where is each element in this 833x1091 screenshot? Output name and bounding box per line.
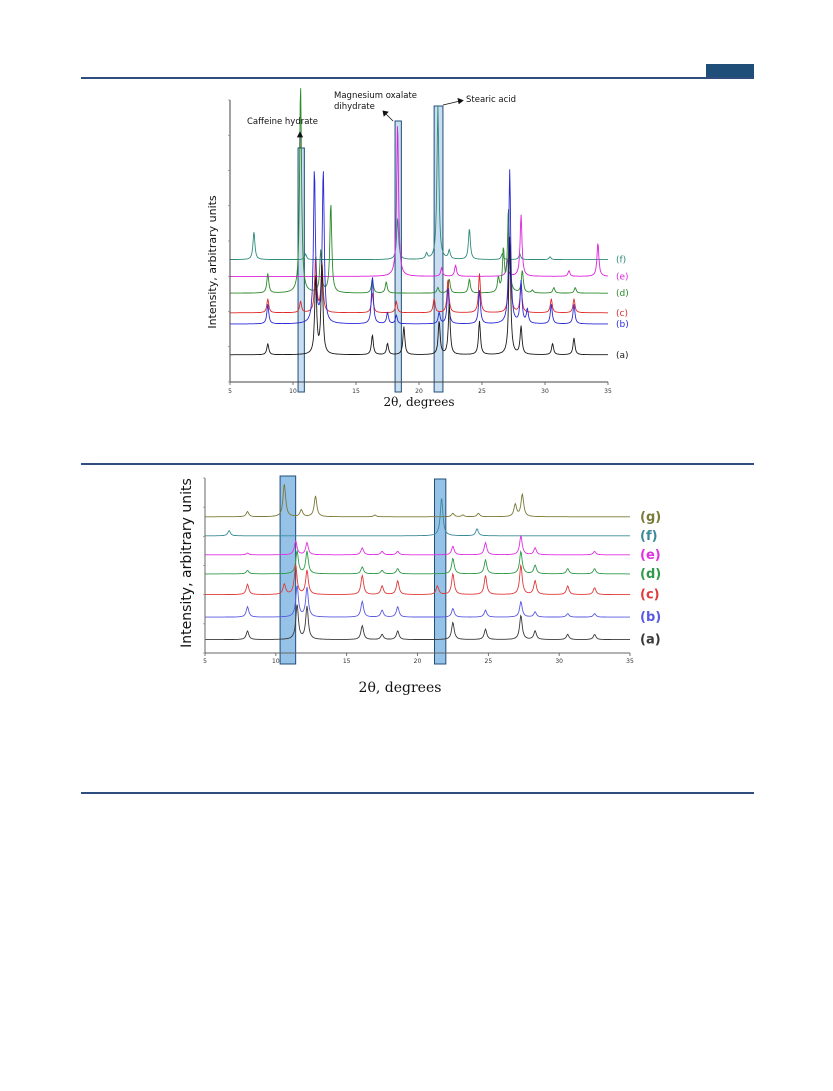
series-line bbox=[205, 534, 630, 556]
x-tick-label: 25 bbox=[485, 658, 493, 665]
series-line bbox=[230, 242, 608, 314]
highlight-band bbox=[434, 478, 447, 665]
series-line bbox=[205, 563, 630, 596]
x-tick-label: 15 bbox=[352, 388, 360, 395]
series-label: (a) bbox=[616, 351, 629, 361]
highlight-band bbox=[279, 475, 297, 665]
y-axis-label: Intensity, arbitrary units bbox=[206, 195, 219, 329]
series-line bbox=[205, 549, 630, 575]
x-tick-label: 20 bbox=[414, 658, 422, 665]
series-line bbox=[230, 105, 608, 261]
series-label: (d) bbox=[640, 567, 661, 582]
series-line bbox=[205, 484, 630, 518]
series-label: (d) bbox=[616, 289, 629, 299]
series-line bbox=[230, 126, 609, 277]
annotation-arrows bbox=[296, 97, 464, 148]
series-label: (f) bbox=[640, 529, 658, 544]
series-label: (f) bbox=[616, 256, 626, 266]
y-axis-label: Intensity, arbitrary units bbox=[179, 478, 195, 648]
x-tick-label: 20 bbox=[415, 388, 423, 395]
series-line bbox=[230, 236, 608, 356]
x-tick-label: 10 bbox=[272, 658, 280, 665]
series-label: (a) bbox=[640, 633, 661, 648]
x-tick-label: 30 bbox=[541, 388, 549, 395]
series-label: (e) bbox=[640, 548, 661, 563]
x-tick-label: 30 bbox=[555, 658, 563, 665]
series-label: (c) bbox=[616, 309, 628, 319]
caffeine-label: Caffeine hydrate bbox=[247, 117, 318, 127]
series-line bbox=[205, 585, 630, 618]
bottom-rule bbox=[81, 792, 754, 794]
series-line bbox=[230, 88, 608, 294]
series-label: (g) bbox=[640, 510, 661, 525]
series-line bbox=[205, 498, 630, 537]
series-label: (c) bbox=[640, 588, 660, 603]
x-tick-label: 35 bbox=[604, 388, 612, 395]
page-tab bbox=[706, 64, 754, 77]
xrd-chart-top: 5 10 15 20 25 30 35 (f) (e) (d) (c)(b) (a) 2θ, deg… bbox=[206, 88, 629, 409]
magnesium-label-2: dihydrate bbox=[334, 102, 375, 112]
middle-rule bbox=[81, 463, 754, 465]
x-axis-label: 2θ, degrees bbox=[359, 680, 442, 696]
x-tick-label: 25 bbox=[478, 388, 486, 395]
series-label: (b) bbox=[616, 320, 629, 330]
x-tick-label: 35 bbox=[626, 658, 634, 665]
x-tick-label: 5 bbox=[228, 388, 232, 395]
series-line bbox=[205, 604, 630, 641]
x-tick-label: 10 bbox=[289, 388, 297, 395]
series-line bbox=[230, 169, 608, 325]
stearic-label: Stearic acid bbox=[466, 95, 516, 105]
top-rule bbox=[81, 77, 754, 79]
x-axis-label: 2θ, degrees bbox=[383, 395, 454, 409]
series-label: (e) bbox=[616, 272, 629, 282]
x-tick-label: 15 bbox=[343, 658, 351, 665]
x-tick-label: 5 bbox=[203, 658, 207, 665]
series-label: (b) bbox=[640, 610, 661, 625]
magnesium-label-1: Magnesium oxalate bbox=[334, 91, 417, 101]
